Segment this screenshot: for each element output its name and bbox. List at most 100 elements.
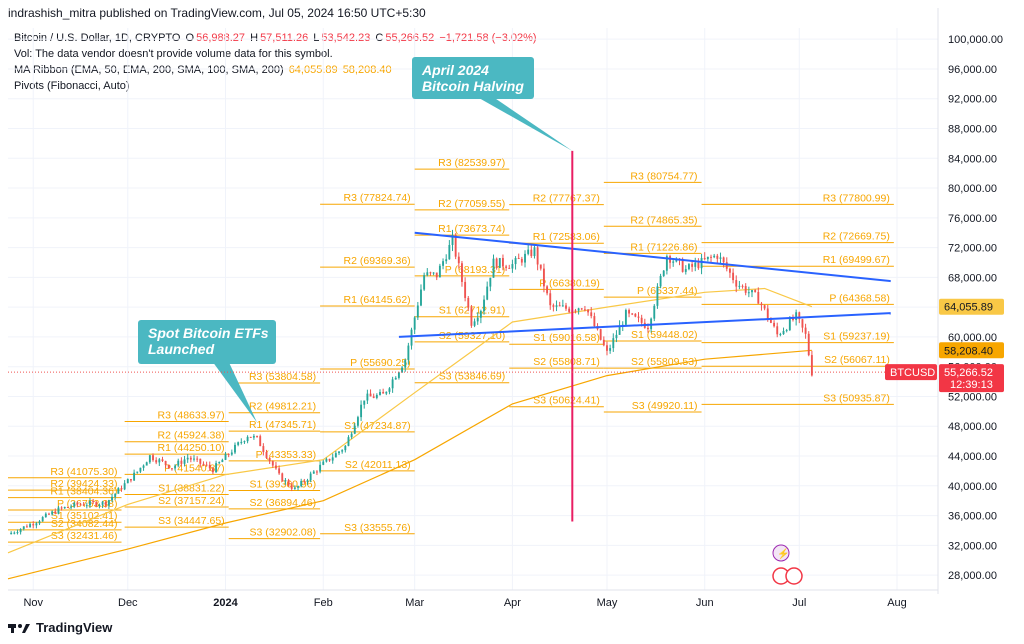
- candle-body: [732, 272, 735, 281]
- x-tick-label: Dec: [118, 597, 138, 609]
- candle-body: [177, 460, 180, 466]
- pivot-label: S2 (42011.13): [345, 459, 411, 471]
- candle-body: [211, 468, 214, 473]
- candle-body: [763, 305, 766, 309]
- candle-body: [334, 453, 337, 458]
- candle-body: [382, 391, 385, 394]
- candle-body: [527, 249, 530, 254]
- candle-body: [366, 393, 369, 401]
- candle-body: [574, 310, 577, 312]
- candle-body: [483, 299, 485, 312]
- candle-body: [697, 262, 700, 269]
- candle-body: [297, 486, 299, 488]
- symbol-tag-label: BTCUSD: [890, 367, 935, 379]
- candle-body: [13, 532, 16, 534]
- candle-body: [615, 334, 618, 339]
- symbol-tag-bg: [885, 364, 937, 381]
- callout-pointer: [212, 362, 258, 423]
- candle-body: [565, 305, 567, 309]
- pivot-label: S3 (49920.11): [632, 400, 698, 412]
- candle-body: [451, 235, 454, 245]
- candle-body: [319, 464, 322, 472]
- pivot-label: R1 (72583.06): [533, 231, 600, 243]
- ma-ribbon-row[interactable]: MA Ribbon (EMA, 50, EMA, 200, SMA, 100, …: [14, 62, 539, 78]
- candle-body: [795, 312, 798, 321]
- pivot-label: R1 (38404.36): [50, 486, 117, 498]
- candle-body: [25, 526, 28, 528]
- candle-body: [66, 507, 69, 509]
- candle-body: [489, 277, 492, 287]
- pivot-label: S2 (55809.53): [631, 356, 698, 368]
- candle-body: [514, 258, 517, 265]
- candle-body: [807, 333, 810, 356]
- candle-body: [331, 457, 334, 461]
- us-economic-event-icon-2: [785, 567, 803, 585]
- pivot-label: R1 (71226.86): [630, 241, 697, 253]
- high-label: H: [250, 32, 259, 44]
- candle-body: [498, 258, 501, 268]
- candle-body: [174, 465, 177, 469]
- candle-body: [54, 511, 57, 514]
- candle-body: [558, 305, 561, 307]
- candle-body: [369, 393, 372, 397]
- symbol-title[interactable]: Bitcoin / U.S. Dollar, 1D, CRYPTO: [14, 32, 181, 44]
- candle-body: [101, 501, 104, 505]
- candle-body: [114, 493, 117, 497]
- pivot-label: R3 (77800.99): [823, 192, 890, 204]
- callout-text: April 2024: [421, 62, 489, 78]
- candle-body: [284, 480, 287, 482]
- candle-body: [193, 458, 195, 460]
- pivots-row[interactable]: Pivots (Fibonacci, Auto): [14, 80, 130, 92]
- pivot-label: R2 (72669.75): [823, 231, 890, 243]
- candle-body: [659, 275, 662, 287]
- pivot-label: R1 (64145.62): [344, 294, 411, 306]
- candle-body: [268, 457, 271, 462]
- candle-body: [136, 471, 139, 473]
- candle-body: [583, 309, 586, 311]
- candle-body: [798, 312, 801, 320]
- volume-row[interactable]: Vol: The data vendor doesn't provide vol…: [14, 48, 333, 60]
- candle-body: [309, 473, 312, 481]
- candle-body: [183, 459, 186, 464]
- candle-body: [375, 394, 378, 398]
- pivot-label: S1 (59237.19): [823, 331, 890, 343]
- candle-body: [360, 404, 363, 418]
- candle-body: [256, 435, 258, 437]
- pivot-label: S3 (32431.46): [51, 530, 118, 542]
- candle-body: [703, 257, 706, 260]
- candle-body: [552, 305, 555, 307]
- candle-body: [363, 400, 366, 405]
- ma-price-tag-bg: [939, 298, 1004, 315]
- candle-body: [221, 459, 224, 463]
- candle-body: [602, 339, 605, 346]
- callout-text: Bitcoin Halving: [422, 78, 524, 94]
- candle-body: [681, 260, 684, 272]
- candle-body: [41, 517, 44, 522]
- candle-body: [722, 257, 725, 263]
- close-label: C: [375, 32, 384, 44]
- candle-body: [618, 325, 621, 335]
- candle-body: [32, 524, 35, 526]
- candle-body: [316, 471, 318, 473]
- candle-body: [593, 316, 596, 327]
- candle-body: [438, 265, 441, 278]
- y-tick-label: 44,000.00: [948, 451, 997, 463]
- candle-body: [287, 480, 290, 486]
- candle-body: [536, 247, 539, 265]
- candle-body: [728, 268, 731, 273]
- candle-body: [442, 261, 444, 266]
- candle-body: [546, 286, 549, 294]
- candle-body: [628, 310, 630, 314]
- candle-body: [672, 261, 675, 263]
- pivot-label: S1 (47234.87): [344, 420, 411, 432]
- candle-body: [653, 305, 656, 319]
- candle-body: [470, 307, 473, 326]
- candle-body: [322, 461, 325, 465]
- candle-body: [517, 258, 520, 260]
- candle-body: [691, 264, 694, 267]
- brand-name[interactable]: TradingView: [36, 620, 113, 635]
- candle-body: [476, 317, 479, 322]
- candle-body: [788, 318, 791, 331]
- y-tick-label: 88,000.00: [948, 123, 997, 135]
